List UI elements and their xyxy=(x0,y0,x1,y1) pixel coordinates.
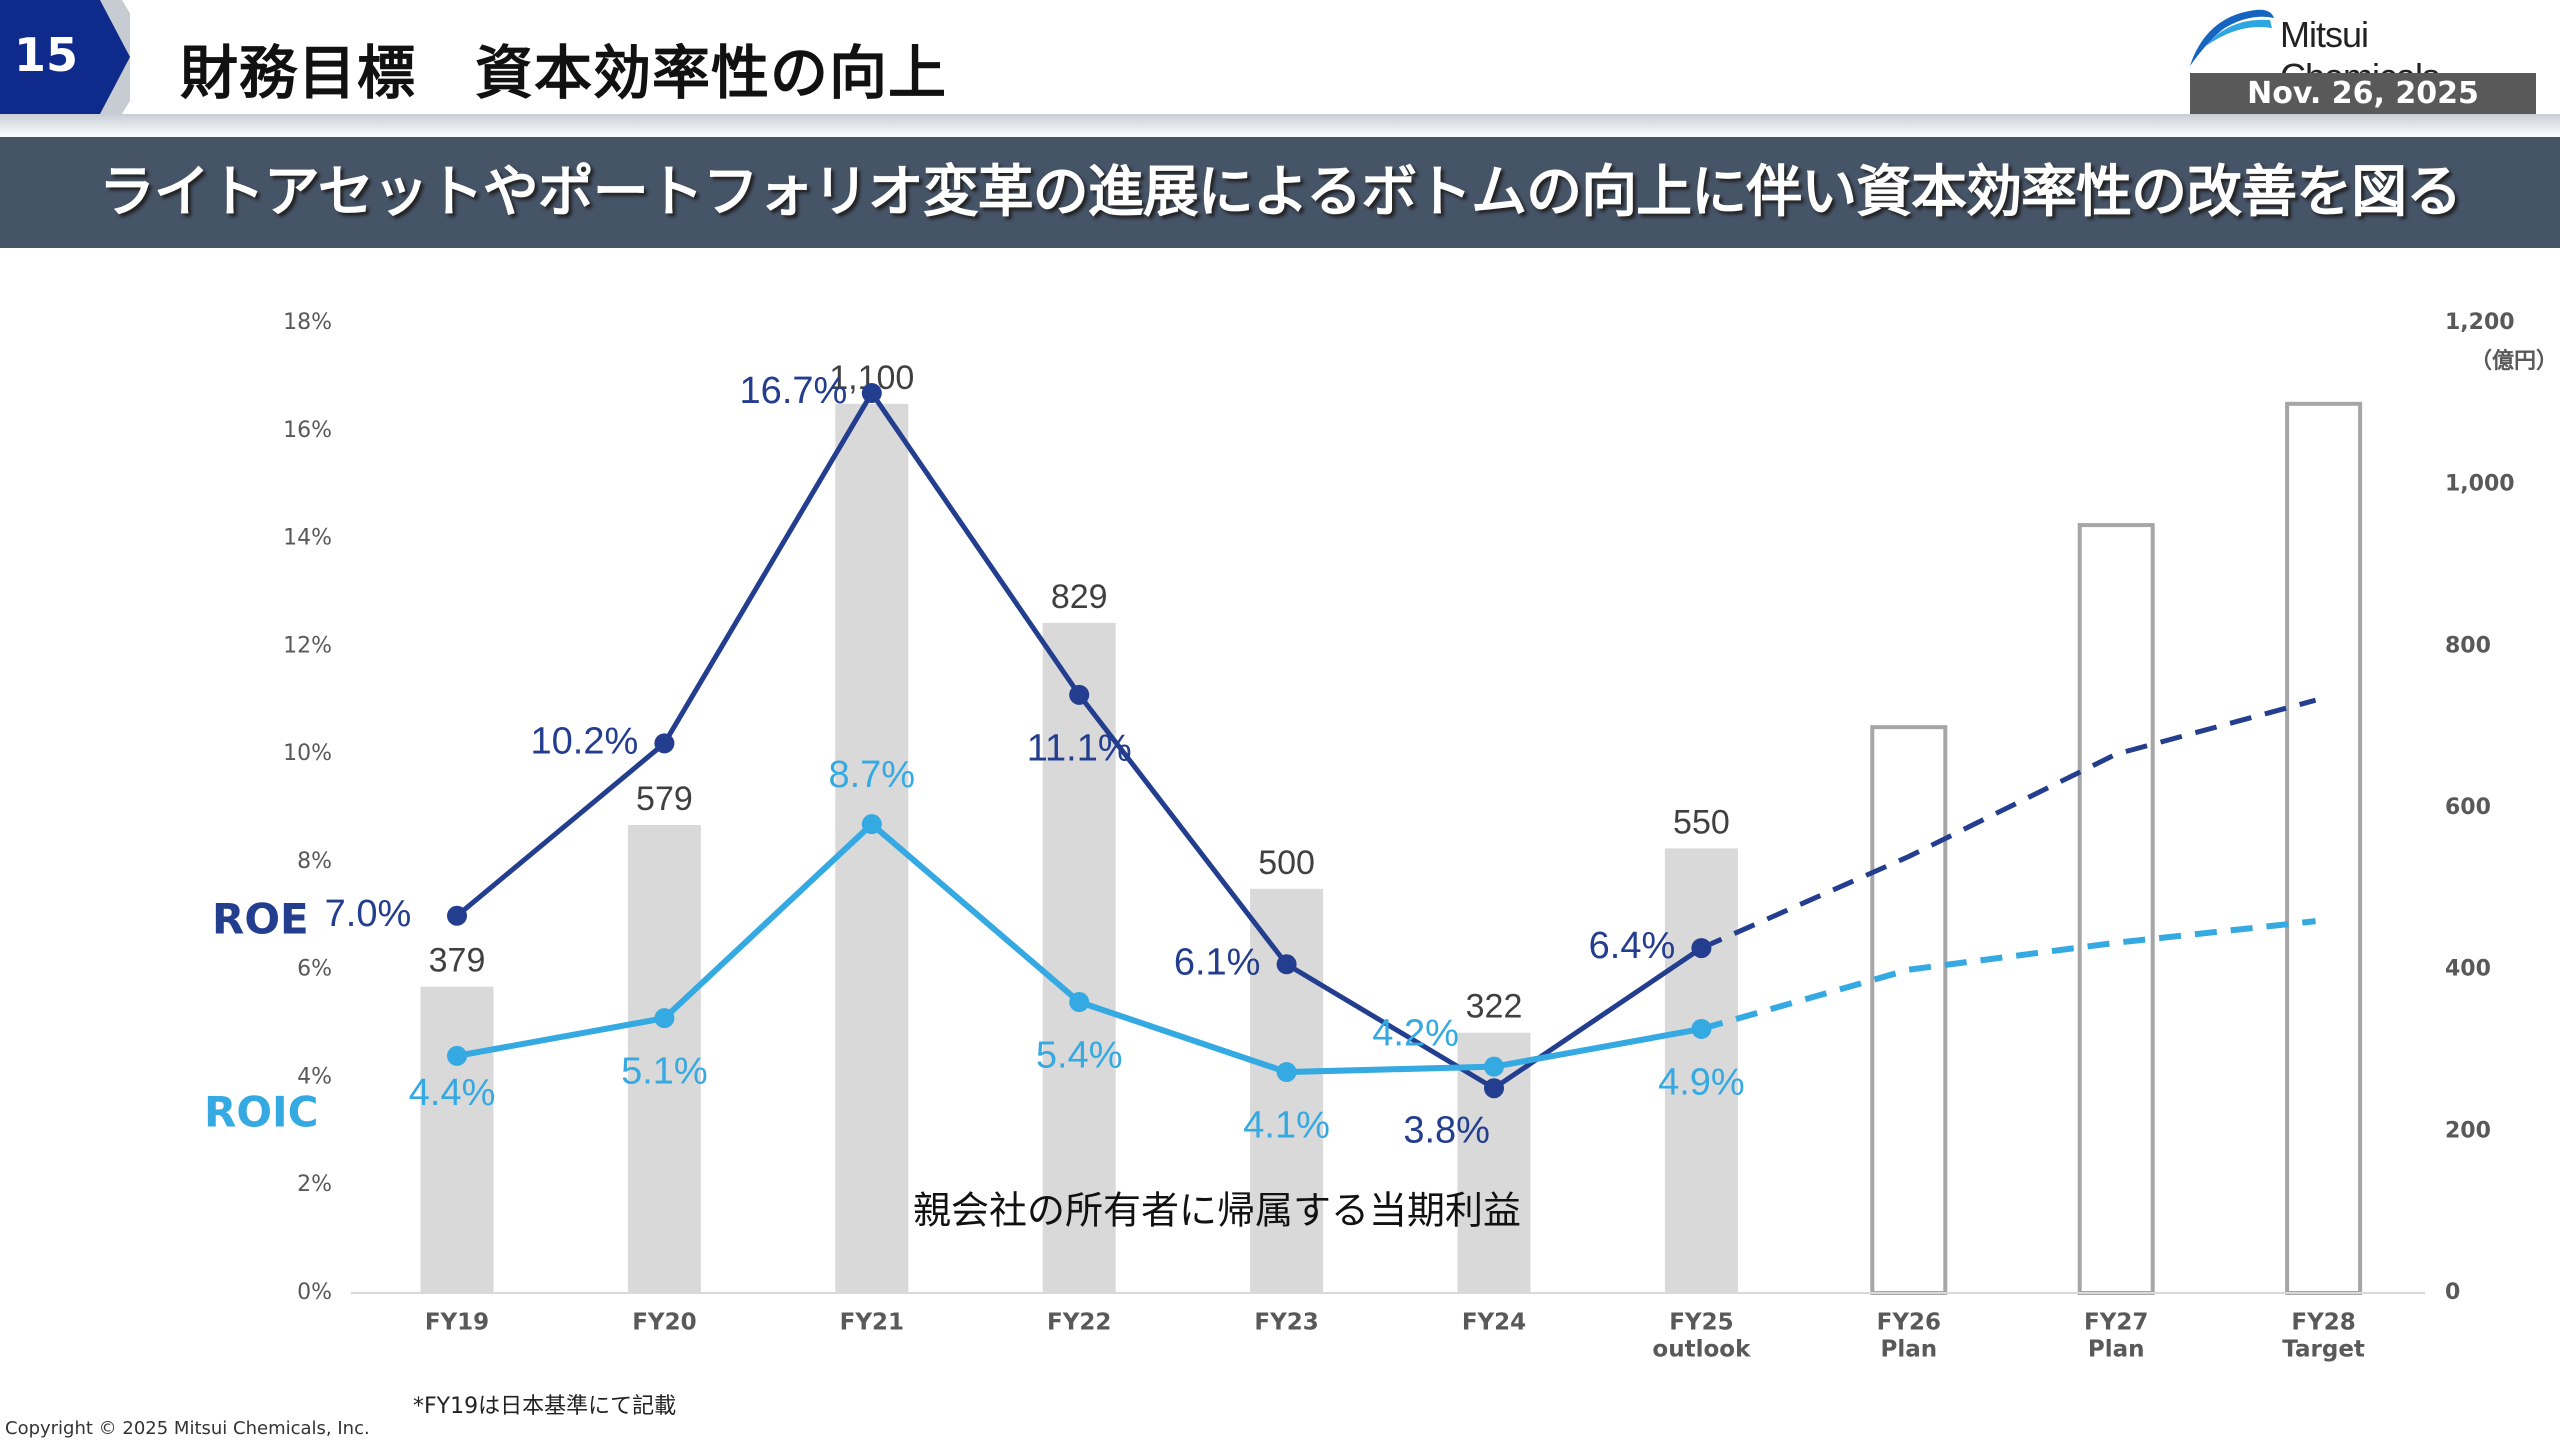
point-roe xyxy=(654,733,675,754)
bar-6 xyxy=(1664,848,1738,1293)
left-axis-tick: 16% xyxy=(283,418,332,443)
date-label: Nov. 26, 2025 xyxy=(2190,73,2536,114)
data-label-roe: 3.8% xyxy=(1403,1109,1490,1151)
bar-series-label: 親会社の所有者に帰属する当期利益 xyxy=(913,1189,1521,1233)
point-roic xyxy=(1069,992,1090,1012)
left-axis-tick: 10% xyxy=(283,741,332,766)
point-roic xyxy=(1484,1056,1504,1077)
header: 15 財務目標 資本効率性の向上 Mitsui Chemicals Nov. 2… xyxy=(0,0,2560,114)
point-roe xyxy=(1276,954,1297,975)
bar-label: 550 xyxy=(1673,803,1730,841)
bar-0 xyxy=(420,986,494,1293)
point-roic xyxy=(861,814,882,835)
right-axis-tick: 600 xyxy=(2445,795,2491,820)
point-roic xyxy=(1276,1062,1297,1083)
point-roe xyxy=(447,905,467,926)
data-label-roic: 4.1% xyxy=(1243,1105,1330,1147)
point-roe xyxy=(1691,938,1712,959)
bar-label: 500 xyxy=(1258,844,1315,882)
page-title: 財務目標 資本効率性の向上 xyxy=(180,39,948,107)
page-number-badge xyxy=(0,0,130,114)
copyright: Copyright © 2025 Mitsui Chemicals, Inc. xyxy=(5,1418,370,1439)
right-axis-tick: 1,200 xyxy=(2445,310,2515,335)
projection-line-roic xyxy=(1700,918,2316,1032)
header-shadow xyxy=(0,114,2560,138)
right-axis-tick: 800 xyxy=(2445,633,2491,658)
x-axis-tick: FY26 xyxy=(1877,1310,1941,1336)
point-roic xyxy=(654,1008,675,1029)
bar-3 xyxy=(1042,622,1116,1293)
x-axis-tick: FY24 xyxy=(1462,1310,1526,1336)
data-label-roic: 5.1% xyxy=(621,1051,708,1093)
x-axis-tick: Target xyxy=(2282,1337,2365,1363)
bar-8 xyxy=(2077,523,2155,1296)
left-axis-tick: 14% xyxy=(283,526,332,551)
x-axis-tick: FY25 xyxy=(1669,1310,1733,1336)
right-axis-tick: 0 xyxy=(2445,1280,2460,1305)
data-label-roic: 8.7% xyxy=(828,754,915,796)
bar-label: 379 xyxy=(429,942,486,980)
left-axis-tick: 4% xyxy=(297,1064,332,1089)
left-axis-tick: 18% xyxy=(283,310,332,335)
x-axis-tick: FY23 xyxy=(1254,1310,1318,1336)
data-label-roe: 16.7% xyxy=(740,370,848,412)
data-label-roe: 6.4% xyxy=(1589,925,1676,967)
point-roic xyxy=(1691,1018,1712,1039)
right-axis-tick: 200 xyxy=(2445,1118,2491,1143)
right-axis-unit: （億円） xyxy=(2470,348,2558,374)
point-roe xyxy=(1069,684,1090,705)
right-axis-tick: 400 xyxy=(2445,957,2491,982)
data-label-roe: 11.1% xyxy=(1027,727,1132,769)
bar-label: 579 xyxy=(636,780,693,818)
data-label-roic: 4.9% xyxy=(1658,1061,1745,1103)
data-label-roe: 10.2% xyxy=(531,720,639,762)
point-roic xyxy=(447,1045,467,1066)
point-roe xyxy=(861,383,882,404)
data-label-roe: 6.1% xyxy=(1174,941,1261,983)
x-axis-tick: outlook xyxy=(1652,1337,1751,1363)
x-axis-tick: Plan xyxy=(1880,1337,1937,1363)
bar-9 xyxy=(2285,401,2363,1296)
footnote: *FY19は日本基準にて記載 xyxy=(413,1394,677,1419)
projection-line-roe xyxy=(1700,697,2317,951)
bar-7 xyxy=(1870,725,1948,1295)
x-axis-tick: Plan xyxy=(2088,1337,2145,1363)
data-label-roic: 4.4% xyxy=(409,1072,496,1114)
x-axis-tick: FY20 xyxy=(632,1310,696,1336)
x-axis-tick: FY19 xyxy=(425,1310,489,1336)
data-label-roic: 4.2% xyxy=(1372,1013,1459,1055)
bar-label: 829 xyxy=(1051,578,1108,616)
left-axis-tick: 12% xyxy=(283,633,332,658)
series-name-roe: ROE xyxy=(212,895,309,944)
point-roe xyxy=(1484,1078,1504,1099)
x-axis-tick: FY22 xyxy=(1047,1310,1111,1336)
bar-1 xyxy=(627,824,701,1293)
left-axis-tick: 0% xyxy=(297,1280,332,1305)
left-axis-tick: 8% xyxy=(297,849,332,874)
left-axis-tick: 6% xyxy=(297,957,332,982)
x-axis-tick: FY27 xyxy=(2084,1310,2148,1336)
capital-efficiency-chart: 3795791,1008295003225500%2%4%6%8%10%12%1… xyxy=(204,310,2558,1363)
data-label-roe: 7.0% xyxy=(325,893,412,935)
left-axis-tick: 2% xyxy=(297,1172,332,1197)
key-message-banner: ライトアセットやポートフォリオ変革の進展によるボトムの向上に伴い資本効率性の改善… xyxy=(0,137,2560,248)
x-axis-tick: FY28 xyxy=(2291,1310,2355,1336)
page-number: 15 xyxy=(14,28,79,82)
bar-label: 322 xyxy=(1466,988,1523,1026)
logo-wave-icon xyxy=(2190,9,2274,66)
company-logo: Mitsui Chemicals xyxy=(2186,6,2536,97)
data-label-roic: 5.4% xyxy=(1036,1035,1123,1077)
series-name-roic: ROIC xyxy=(204,1088,319,1137)
right-axis-tick: 1,000 xyxy=(2445,472,2515,497)
x-axis-tick: FY21 xyxy=(840,1310,904,1336)
